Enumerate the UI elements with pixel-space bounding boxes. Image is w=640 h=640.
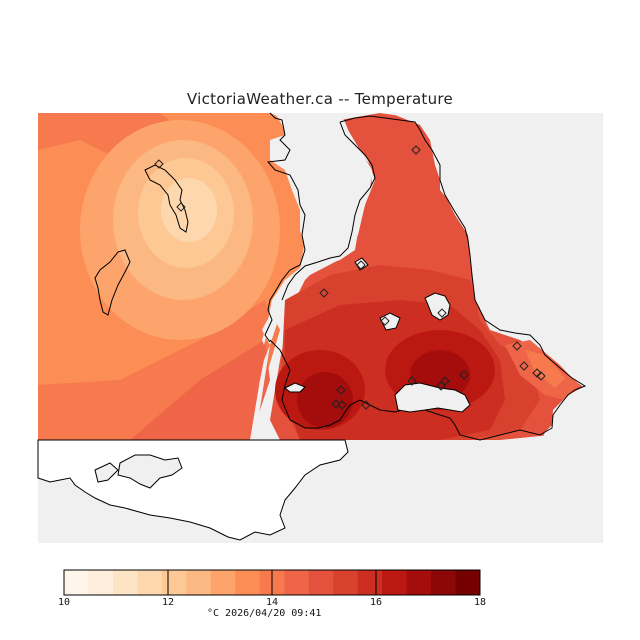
- legend-tick-label: 14: [265, 597, 279, 608]
- station-marker[interactable]: [176, 202, 186, 212]
- legend-tick-label: 16: [369, 597, 383, 608]
- east-sea: [38, 113, 603, 543]
- legend-swatch: [235, 570, 261, 595]
- south-inlet-island: [284, 382, 306, 393]
- station-marker[interactable]: [440, 376, 450, 386]
- legend-swatches: [64, 570, 481, 595]
- warm-blob-2: [297, 372, 353, 428]
- station-marker[interactable]: [519, 361, 529, 371]
- field-east-tip2: [525, 350, 565, 388]
- south-island-1: [117, 454, 183, 489]
- legend-swatch: [308, 570, 334, 595]
- legend-tick-label: 12: [161, 597, 175, 608]
- station-marker[interactable]: [436, 381, 446, 391]
- map-title: VictoriaWeather.ca -- Temperature: [186, 90, 454, 108]
- station-marker[interactable]: [407, 376, 417, 386]
- station-marker[interactable]: [380, 316, 390, 326]
- legend-swatch: [284, 570, 310, 595]
- south-land: [37, 439, 349, 541]
- legend-swatch: [333, 570, 359, 595]
- legend-swatch: [64, 570, 89, 595]
- water-areas: [38, 113, 603, 543]
- station-markers: [154, 145, 546, 410]
- station-marker[interactable]: [437, 308, 447, 318]
- legend-swatch: [357, 570, 383, 595]
- legend-swatch: [210, 570, 236, 595]
- station-marker[interactable]: [411, 145, 421, 155]
- station-marker[interactable]: [512, 341, 522, 351]
- legend-swatch: [186, 570, 212, 595]
- station-marker[interactable]: [337, 400, 347, 410]
- legend-tick-label: 10: [57, 597, 71, 608]
- legend-ticks: [63, 570, 481, 595]
- cool-blob-4: [161, 178, 217, 242]
- nw-island: [144, 164, 189, 233]
- north-pen-island: [354, 257, 369, 271]
- legend-swatch: [161, 570, 187, 595]
- peninsula-north-coast: [281, 121, 376, 301]
- east-basin-island-1: [424, 292, 451, 321]
- field-west-south2: [130, 340, 270, 440]
- south-island-2: [94, 462, 119, 483]
- station-marker[interactable]: [336, 385, 346, 395]
- west-island: [94, 249, 131, 316]
- legend-swatch: [112, 570, 138, 595]
- station-marker[interactable]: [361, 400, 371, 410]
- station-marker[interactable]: [459, 370, 469, 380]
- station-marker[interactable]: [356, 260, 366, 270]
- legend-tick-label: 18: [473, 597, 487, 608]
- east-coastline: [269, 115, 587, 441]
- legend-swatch: [382, 570, 408, 595]
- station-marker[interactable]: [154, 159, 164, 169]
- station-marker[interactable]: [532, 368, 542, 378]
- legend-swatch: [88, 570, 114, 595]
- strait-main: [262, 113, 372, 345]
- west-coastline: [264, 112, 306, 343]
- legend-swatch: [431, 570, 457, 595]
- legend-swatch: [137, 570, 163, 595]
- south-inlet: [394, 382, 471, 413]
- legend-swatch: [406, 570, 432, 595]
- station-marker[interactable]: [536, 371, 546, 381]
- station-marker[interactable]: [319, 288, 329, 298]
- station-marker[interactable]: [331, 399, 341, 409]
- legend-swatch: [455, 570, 481, 595]
- units-and-timestamp: °C 2026/04/20 09:41: [207, 608, 322, 619]
